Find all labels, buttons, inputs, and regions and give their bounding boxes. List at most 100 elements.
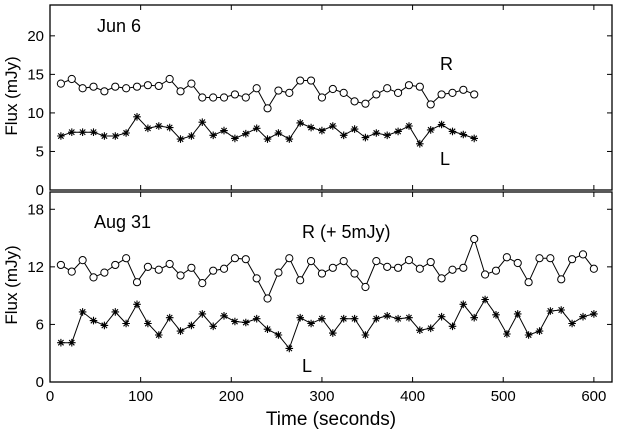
jun6-y-tick-label: 5 bbox=[36, 143, 44, 160]
jun6-star-marker bbox=[198, 118, 207, 126]
aug31-star-marker bbox=[339, 314, 348, 323]
aug31-circle-marker bbox=[56, 260, 65, 270]
aug31-circle-marker bbox=[383, 262, 392, 271]
jun6-circle-marker bbox=[339, 88, 348, 97]
aug31-star-marker bbox=[535, 327, 544, 335]
jun6-star-marker bbox=[296, 119, 304, 127]
aug31-y-axis-label: Flux (mJy) bbox=[2, 245, 21, 324]
aug31-circle-marker bbox=[296, 276, 305, 285]
aug31-y-tick-label: 12 bbox=[27, 259, 44, 276]
jun6-circle-marker bbox=[100, 87, 109, 96]
aug31-star-marker bbox=[111, 308, 120, 316]
aug31-circle-marker bbox=[219, 264, 229, 273]
aug31-series-line bbox=[60, 237, 595, 300]
aug31-star-marker bbox=[100, 321, 109, 330]
jun6-r-series-label: R bbox=[440, 54, 453, 74]
aug31-circle-marker bbox=[372, 256, 381, 266]
aug31-circle-marker bbox=[568, 255, 577, 264]
jun6-circle-marker bbox=[285, 88, 294, 97]
aug31-circle-marker bbox=[535, 254, 544, 263]
jun6-circle-marker bbox=[317, 93, 327, 102]
jun6-circle-marker bbox=[56, 79, 65, 88]
aug31-star-marker bbox=[426, 324, 435, 333]
aug31-star-marker bbox=[285, 344, 294, 353]
aug31-y-tick-label: 6 bbox=[36, 316, 44, 333]
jun6-circle-marker bbox=[306, 76, 316, 85]
aug31-circle-marker bbox=[274, 268, 283, 277]
x-tick-label: 600 bbox=[581, 388, 606, 405]
jun6-star-marker bbox=[394, 127, 402, 136]
jun6-star-marker bbox=[220, 126, 228, 135]
jun6-y-tick-label: 15 bbox=[27, 66, 44, 83]
jun6-circle-marker bbox=[143, 81, 152, 90]
jun6-y-axis-label: Flux (mJy) bbox=[2, 56, 21, 135]
jun6-l-series-label: L bbox=[440, 149, 450, 169]
jun6-circle-marker bbox=[230, 90, 240, 99]
aug31-circle-marker bbox=[285, 254, 294, 263]
aug31-circle-marker bbox=[470, 234, 479, 244]
aug31-star-marker bbox=[89, 316, 98, 325]
jun6-panel-annotation: Jun 6 bbox=[97, 16, 141, 36]
jun6-circle-marker bbox=[437, 90, 446, 99]
aug31-star-marker bbox=[318, 314, 326, 323]
jun6-series-l bbox=[57, 113, 478, 148]
aug31-circle-marker bbox=[176, 271, 185, 280]
aug31-star-marker bbox=[416, 326, 424, 334]
jun6-circle-marker bbox=[219, 93, 229, 102]
jun6-star-marker bbox=[307, 123, 315, 132]
x-tick-label: 0 bbox=[46, 388, 54, 405]
aug31-star-marker bbox=[361, 331, 370, 339]
jun6-circle-marker bbox=[252, 84, 261, 93]
jun6-circle-marker bbox=[296, 76, 305, 85]
x-axis-label: Time (seconds) bbox=[266, 409, 396, 430]
jun6-star-marker bbox=[405, 122, 413, 130]
jun6-star-marker bbox=[155, 122, 163, 130]
jun6-panel-frame bbox=[49, 4, 613, 191]
aug31-star-marker bbox=[263, 325, 272, 333]
jun6-star-marker bbox=[231, 134, 239, 143]
aug31-star-marker bbox=[372, 314, 381, 323]
jun6-star-marker bbox=[426, 126, 435, 134]
jun6-circle-marker bbox=[372, 90, 381, 99]
jun6-star-marker bbox=[459, 130, 468, 139]
x-tick-label: 500 bbox=[491, 388, 516, 405]
aug31-star-marker bbox=[307, 319, 315, 328]
jun6-star-marker bbox=[78, 128, 87, 136]
aug31-star-marker bbox=[481, 295, 489, 304]
aug31-star-marker bbox=[448, 322, 457, 331]
aug31-circle-marker bbox=[306, 256, 316, 266]
jun6-circle-marker bbox=[404, 81, 414, 90]
aug31-circle-marker bbox=[111, 260, 120, 270]
aug31-circle-marker bbox=[187, 263, 196, 272]
jun6-star-marker bbox=[111, 132, 120, 140]
aug31-circle-marker bbox=[426, 257, 435, 267]
aug31-star-marker bbox=[329, 329, 337, 337]
aug31-star-marker bbox=[579, 312, 587, 321]
aug31-circle-marker bbox=[589, 264, 598, 273]
aug31-circle-marker bbox=[317, 269, 327, 278]
aug31-star-marker bbox=[57, 338, 65, 347]
x-tick-label: 200 bbox=[219, 388, 244, 405]
aug31-star-marker bbox=[231, 317, 239, 326]
jun6-y-tick-label: 20 bbox=[27, 28, 44, 45]
jun6-circle-marker bbox=[470, 90, 479, 99]
aug31-circle-marker bbox=[448, 265, 457, 274]
jun6-circle-marker bbox=[241, 93, 250, 102]
jun6-circle-marker bbox=[132, 82, 142, 91]
aug31-circle-marker bbox=[132, 278, 142, 287]
aug31-star-marker bbox=[350, 314, 359, 323]
jun6-star-marker bbox=[133, 113, 141, 121]
aug31-y-tick-label: 0 bbox=[36, 374, 44, 391]
jun6-circle-marker bbox=[263, 104, 272, 113]
jun6-circle-marker bbox=[448, 88, 457, 97]
jun6-star-marker bbox=[100, 132, 109, 140]
jun6-circle-marker bbox=[122, 84, 131, 93]
aug31-circle-marker bbox=[557, 275, 566, 284]
jun6-star-marker bbox=[176, 135, 185, 143]
aug31-circle-marker bbox=[350, 269, 359, 278]
aug31-circle-marker bbox=[154, 265, 163, 274]
jun6-circle-marker bbox=[165, 74, 174, 84]
jun6-star-marker bbox=[263, 135, 272, 143]
aug31-circle-marker bbox=[393, 263, 403, 272]
